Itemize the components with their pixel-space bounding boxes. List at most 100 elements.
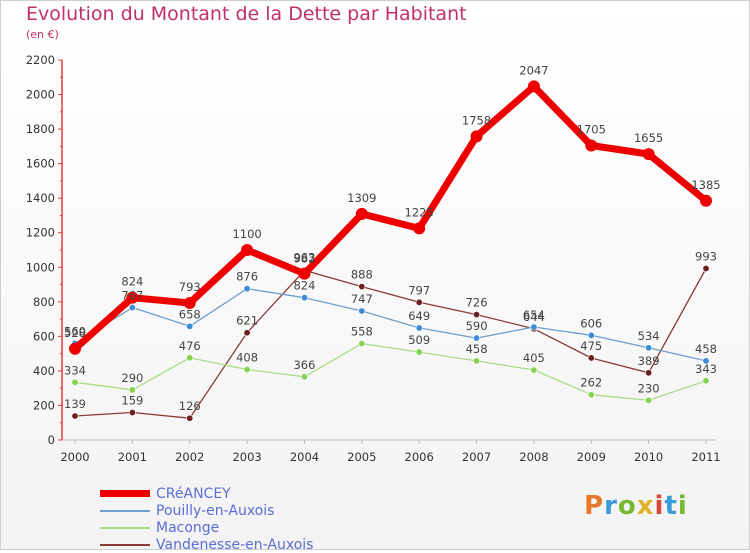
- legend-item: Maconge: [100, 519, 313, 536]
- data-label: 560: [64, 324, 86, 338]
- logo-letter: i: [654, 491, 665, 521]
- data-label: 366: [293, 358, 315, 372]
- data-point: [128, 409, 136, 417]
- data-point: [645, 396, 653, 404]
- data-label: 797: [408, 283, 430, 297]
- y-tick-label: 2200: [26, 53, 55, 67]
- proxiti-logo: Proxiti: [584, 491, 688, 521]
- y-tick-label: 0: [48, 433, 55, 447]
- data-label: 458: [695, 342, 717, 356]
- data-point: [300, 294, 308, 302]
- data-point: [645, 344, 653, 352]
- data-point: [473, 334, 481, 342]
- data-point: [241, 244, 254, 256]
- data-label: 534: [638, 329, 660, 343]
- legend-item: Pouilly-en-Auxois: [100, 502, 313, 519]
- y-tick-label: 1000: [26, 260, 55, 274]
- data-label: 1225: [405, 205, 434, 219]
- data-point: [243, 329, 251, 337]
- x-tick-label: 2004: [290, 450, 319, 464]
- y-tick-label: 2000: [26, 88, 55, 102]
- legend-label: Pouilly-en-Auxois: [156, 502, 275, 519]
- data-point: [645, 369, 653, 377]
- data-point: [300, 373, 308, 381]
- data-point: [530, 323, 538, 331]
- y-tick-label: 1400: [26, 191, 55, 205]
- data-label: 824: [293, 279, 315, 293]
- data-label: 1758: [462, 113, 491, 127]
- data-point: [587, 354, 595, 362]
- data-label: 658: [179, 307, 201, 321]
- data-label: 993: [695, 249, 717, 263]
- data-label: 767: [121, 289, 143, 303]
- data-label: 230: [638, 381, 660, 395]
- data-point: [587, 331, 595, 339]
- legend: CRéANCEY Pouilly-en-Auxois Maconge Vandenes…: [100, 485, 313, 553]
- data-point: [186, 414, 194, 422]
- x-tick-label: 2002: [175, 450, 204, 464]
- legend-swatch: [100, 490, 150, 497]
- y-tick-label: 800: [33, 295, 55, 309]
- data-point: [702, 357, 710, 365]
- legend-label: Vandenesse-en-Auxois: [156, 536, 314, 553]
- data-label: 793: [179, 280, 201, 294]
- data-point: [128, 386, 136, 394]
- data-label: 747: [351, 292, 373, 306]
- data-label: 408: [236, 351, 258, 365]
- data-label: 876: [236, 270, 258, 284]
- series-line-2: [74, 342, 707, 401]
- data-point: [527, 80, 540, 93]
- x-tick-label: 2001: [118, 450, 147, 464]
- data-point: [358, 283, 366, 291]
- data-label: 343: [695, 362, 717, 376]
- data-point: [470, 130, 483, 143]
- x-tick-label: 2006: [405, 450, 434, 464]
- x-tick-label: 2005: [347, 450, 376, 464]
- data-label: 2047: [519, 63, 548, 77]
- data-point: [183, 297, 196, 310]
- data-label: 159: [121, 394, 143, 408]
- x-tick-label: 2010: [634, 450, 663, 464]
- data-point: [243, 366, 251, 374]
- data-point: [702, 264, 710, 272]
- x-tick-label: 2009: [577, 450, 606, 464]
- data-label: 1309: [347, 191, 376, 205]
- data-point: [358, 340, 366, 348]
- x-tick-label: 2008: [519, 450, 548, 464]
- legend-item: CRéANCEY: [100, 485, 313, 502]
- legend-label: CRéANCEY: [156, 485, 231, 502]
- series-line-0: [71, 82, 710, 353]
- data-point: [69, 342, 81, 355]
- line-chart: 0 200 400 600 800 1000 1200 1400 1600 1800 2000 220…: [26, 53, 721, 464]
- chart-subtitle: (en €): [26, 28, 59, 41]
- legend-label: Maconge: [156, 519, 220, 536]
- y-tick-label: 1200: [26, 226, 55, 240]
- data-point: [71, 378, 79, 386]
- data-point: [71, 412, 79, 420]
- data-label: 1705: [577, 123, 606, 137]
- data-label: 558: [351, 325, 373, 339]
- data-label: 290: [121, 371, 143, 385]
- data-label: 888: [351, 268, 373, 282]
- series-line-3: [74, 267, 707, 419]
- data-point: [415, 324, 423, 332]
- data-label: 405: [523, 351, 545, 365]
- data-point: [473, 311, 481, 319]
- data-label: 621: [236, 314, 258, 328]
- data-point: [587, 391, 595, 399]
- data-label: 139: [64, 397, 86, 411]
- data-point: [700, 194, 712, 207]
- data-label: 475: [580, 339, 602, 353]
- data-label: 644: [523, 310, 545, 324]
- y-tick-label: 1800: [26, 122, 55, 136]
- y-tick-label: 400: [33, 364, 55, 378]
- logo-letter: P: [584, 491, 605, 521]
- x-tick-label: 2007: [462, 450, 491, 464]
- logo-letter: r: [604, 491, 618, 521]
- data-point: [702, 377, 710, 385]
- data-label: 126: [179, 399, 201, 413]
- legend-swatch: [100, 526, 150, 529]
- data-point: [413, 222, 426, 235]
- x-tick-label: 2000: [60, 450, 89, 464]
